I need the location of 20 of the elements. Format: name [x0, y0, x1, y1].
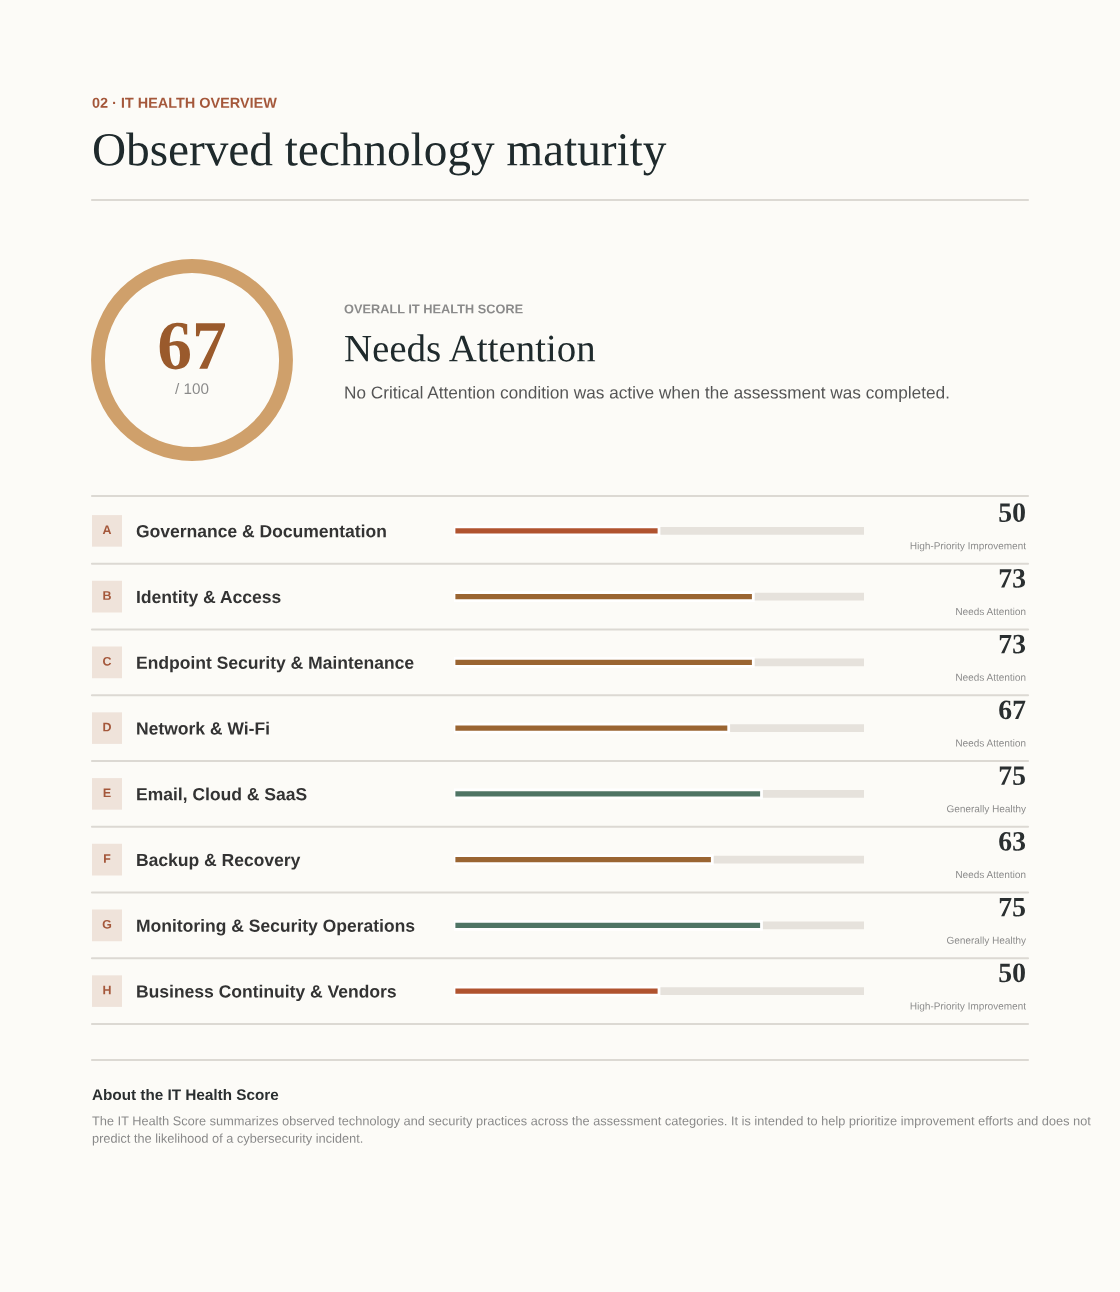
- data-label: 50: [999, 963, 1025, 983]
- y-tick-label: Network & Wi-Fi: [137, 721, 269, 735]
- data-label: 75: [999, 897, 1025, 917]
- y-tick-label: Business Continuity & Vendors: [137, 984, 396, 1002]
- data-label: 67: [999, 700, 1026, 720]
- y-tick-label: Governance & Documentation: [136, 524, 386, 538]
- y-tick-label: Endpoint Security & Maintenance: [137, 656, 414, 673]
- text: Needs Attention: [345, 334, 596, 362]
- text: No Critical Attention condition was active when the assessment was completed.: [345, 385, 949, 403]
- y-tick-label: Identity & Access: [137, 590, 281, 607]
- y-tick-label: Monitoring & Security Operations: [137, 919, 415, 936]
- data-label: 73: [999, 569, 1026, 588]
- text: Observed technology maturity: [93, 132, 667, 176]
- y-tick-label: Email, Cloud & SaaS: [137, 787, 307, 803]
- data-label: 63: [999, 832, 1026, 851]
- text: 67: [159, 322, 226, 370]
- data-label: 75: [999, 766, 1025, 785]
- data-label: 73: [999, 634, 1026, 654]
- y-tick-label: Backup & Recovery: [137, 853, 301, 870]
- data-label: 50: [999, 503, 1025, 522]
